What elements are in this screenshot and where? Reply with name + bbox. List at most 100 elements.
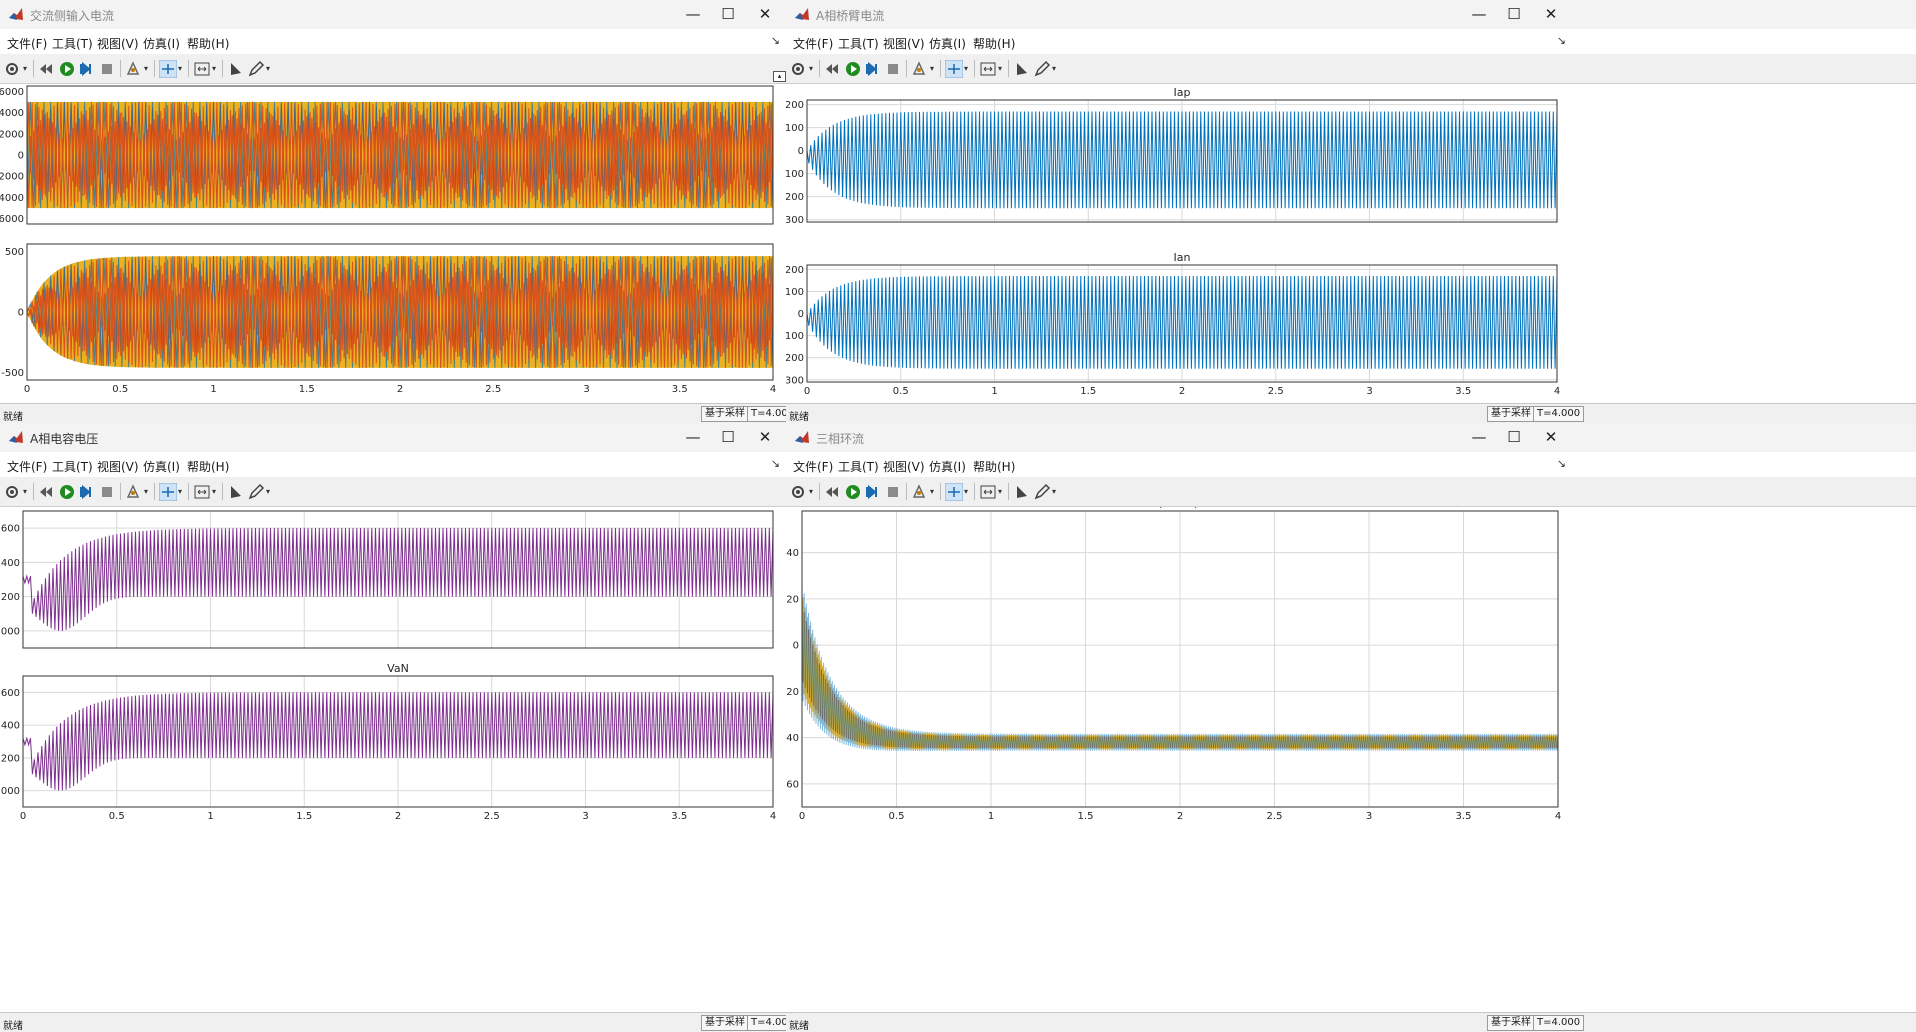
step-forward-button[interactable] — [864, 59, 882, 78]
close-button[interactable]: ✕ — [1544, 5, 1558, 23]
fit-button[interactable]: ▾ — [193, 482, 216, 501]
close-button[interactable]: ✕ — [1544, 428, 1558, 446]
menu-tools[interactable]: 工具(T) — [838, 460, 879, 474]
dropdown-arrow-icon[interactable]: ▾ — [964, 64, 969, 73]
close-button[interactable]: ✕ — [758, 428, 772, 446]
menu-simulation[interactable]: 仿真(I) — [929, 37, 966, 51]
pin-icon[interactable]: ↘ — [770, 34, 780, 47]
dropdown-arrow-icon[interactable]: ▾ — [23, 487, 28, 496]
settings-button[interactable]: ▾ — [4, 482, 27, 501]
close-button[interactable]: ✕ — [758, 5, 772, 23]
dropdown-arrow-icon[interactable]: ▾ — [144, 64, 149, 73]
maximize-button[interactable]: ☐ — [1507, 5, 1521, 23]
run-button[interactable] — [844, 59, 862, 78]
maximize-button[interactable]: ☐ — [721, 5, 735, 23]
pin-icon[interactable]: ↘ — [1556, 457, 1566, 470]
menu-simulation[interactable]: 仿真(I) — [929, 460, 966, 474]
dropdown-arrow-icon[interactable]: ▾ — [930, 64, 935, 73]
menu-file[interactable]: 文件(F) — [793, 37, 834, 51]
cursor-button[interactable] — [227, 59, 245, 78]
highlight-button[interactable]: ▾ — [125, 482, 148, 501]
pin-icon[interactable]: ↘ — [1556, 34, 1566, 47]
step-forward-button[interactable] — [78, 59, 96, 78]
step-forward-button[interactable] — [864, 482, 882, 501]
menu-simulation[interactable]: 仿真(I) — [143, 460, 180, 474]
run-button[interactable] — [58, 482, 76, 501]
cursor-button[interactable] — [1013, 59, 1031, 78]
stop-button[interactable] — [884, 59, 902, 78]
step-forward-button[interactable] — [78, 482, 96, 501]
highlight-button[interactable]: ▾ — [911, 482, 934, 501]
dropdown-arrow-icon[interactable]: ▾ — [809, 487, 814, 496]
dropdown-arrow-icon[interactable]: ▾ — [144, 487, 149, 496]
minimize-button[interactable]: — — [1471, 428, 1487, 446]
dropdown-arrow-icon[interactable]: ▾ — [178, 487, 183, 496]
dropdown-arrow-icon[interactable]: ▾ — [998, 64, 1003, 73]
step-back-button[interactable] — [38, 482, 56, 501]
highlight-button[interactable]: ▾ — [125, 59, 148, 78]
dropdown-arrow-icon[interactable]: ▾ — [266, 487, 271, 496]
menu-help[interactable]: 帮助(H) — [187, 37, 230, 51]
maximize-button[interactable]: ☐ — [721, 428, 735, 446]
dropdown-arrow-icon[interactable]: ▾ — [212, 64, 217, 73]
dropdown-arrow-icon[interactable]: ▾ — [930, 487, 935, 496]
dropdown-arrow-icon[interactable]: ▾ — [964, 487, 969, 496]
dropdown-arrow-icon[interactable]: ▾ — [809, 64, 814, 73]
fit-button[interactable]: ▾ — [979, 482, 1002, 501]
stop-button[interactable] — [98, 59, 116, 78]
dropdown-arrow-icon[interactable]: ▾ — [1052, 487, 1057, 496]
run-button[interactable] — [58, 59, 76, 78]
menu-simulation[interactable]: 仿真(I) — [143, 37, 180, 51]
pen-button[interactable]: ▾ — [1033, 59, 1056, 78]
stop-button[interactable] — [884, 482, 902, 501]
step-back-button[interactable] — [38, 59, 56, 78]
dropdown-arrow-icon[interactable]: ▾ — [1052, 64, 1057, 73]
dropdown-arrow-icon[interactable]: ▾ — [178, 64, 183, 73]
fit-button[interactable]: ▾ — [193, 59, 216, 78]
menu-help[interactable]: 帮助(H) — [187, 460, 230, 474]
menu-help[interactable]: 帮助(H) — [973, 460, 1016, 474]
menu-help[interactable]: 帮助(H) — [973, 37, 1016, 51]
dropdown-arrow-icon[interactable]: ▾ — [998, 487, 1003, 496]
run-button[interactable] — [844, 482, 862, 501]
menu-view[interactable]: 视图(V) — [883, 37, 925, 51]
title-bar[interactable]: 交流侧输入电流 — ☐ ✕ — [0, 0, 786, 29]
menu-tools[interactable]: 工具(T) — [838, 37, 879, 51]
cursor-button[interactable] — [1013, 482, 1031, 501]
settings-button[interactable]: ▾ — [790, 482, 813, 501]
dropdown-arrow-icon[interactable]: ▾ — [23, 64, 28, 73]
highlight-button[interactable]: ▾ — [911, 59, 934, 78]
menu-tools[interactable]: 工具(T) — [52, 460, 93, 474]
maximize-button[interactable]: ☐ — [1507, 428, 1521, 446]
fit-button[interactable]: ▾ — [979, 59, 1002, 78]
step-back-button[interactable] — [824, 482, 842, 501]
minimize-button[interactable]: — — [685, 5, 701, 23]
pen-button[interactable]: ▾ — [1033, 482, 1056, 501]
pen-button[interactable]: ▾ — [247, 59, 270, 78]
menu-view[interactable]: 视图(V) — [97, 460, 139, 474]
menu-tools[interactable]: 工具(T) — [52, 37, 93, 51]
menu-file[interactable]: 文件(F) — [7, 460, 48, 474]
pin-icon[interactable]: ↘ — [770, 457, 780, 470]
pen-button[interactable]: ▾ — [247, 482, 270, 501]
menu-view[interactable]: 视图(V) — [97, 37, 139, 51]
step-back-button[interactable] — [824, 59, 842, 78]
title-bar[interactable]: 三相环流 — ☐ ✕ — [786, 423, 1916, 452]
stop-button[interactable] — [98, 482, 116, 501]
title-bar[interactable]: A相电容电压 — ☐ ✕ — [0, 423, 786, 452]
cursor-button[interactable] — [227, 482, 245, 501]
menu-file[interactable]: 文件(F) — [793, 460, 834, 474]
zoom-button[interactable]: ▾ — [945, 482, 968, 501]
dropdown-arrow-icon[interactable]: ▾ — [212, 487, 217, 496]
menu-file[interactable]: 文件(F) — [7, 37, 48, 51]
settings-button[interactable]: ▾ — [4, 59, 27, 78]
minimize-button[interactable]: — — [685, 428, 701, 446]
zoom-button[interactable]: ▾ — [159, 482, 182, 501]
dropdown-arrow-icon[interactable]: ▾ — [266, 64, 271, 73]
minimize-button[interactable]: — — [1471, 5, 1487, 23]
menu-view[interactable]: 视图(V) — [883, 460, 925, 474]
zoom-button[interactable]: ▾ — [945, 59, 968, 78]
expand-legend-icon[interactable]: ▴ — [773, 71, 786, 82]
zoom-button[interactable]: ▾ — [159, 59, 182, 78]
title-bar[interactable]: A相桥臂电流 — ☐ ✕ — [786, 0, 1916, 29]
